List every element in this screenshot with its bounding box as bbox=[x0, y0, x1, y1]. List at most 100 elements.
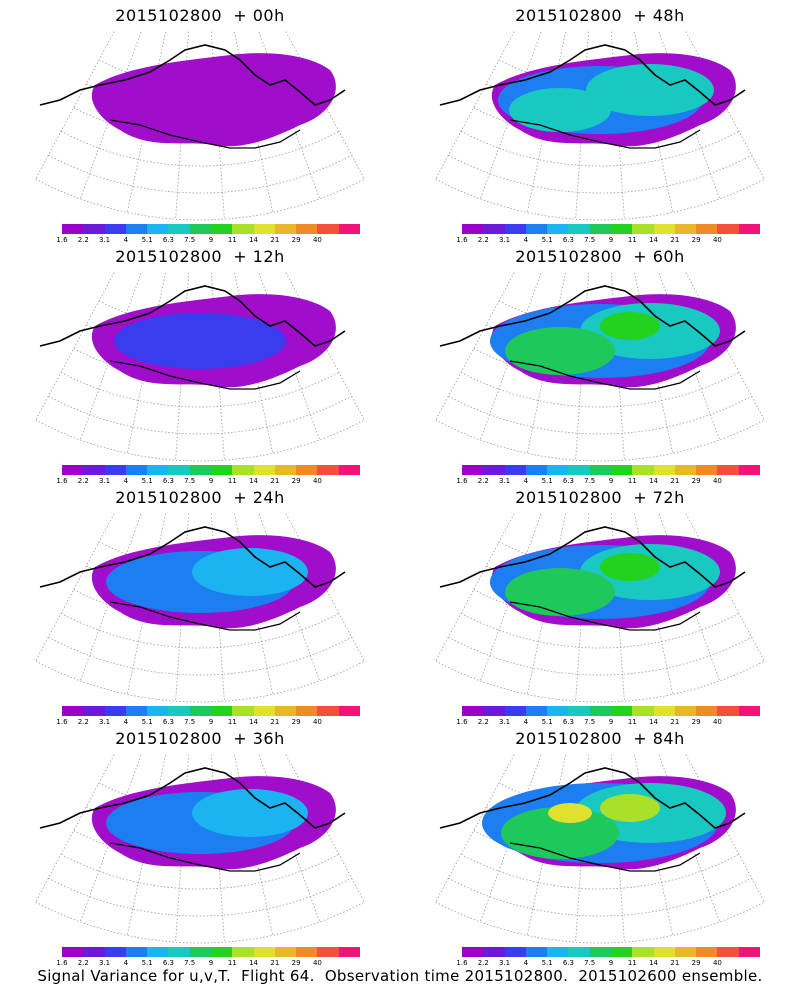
colorbar-swatch bbox=[589, 465, 611, 475]
panel-title: 2015102800 + 48h bbox=[515, 6, 685, 25]
coastline bbox=[109, 601, 301, 631]
colorbar-swatch bbox=[253, 706, 275, 716]
map-plot bbox=[435, 30, 765, 221]
colorbar-labels: 1.6 2.2 3.1 4 5.1 6.3 7.5 9 11 14 21 29 40 bbox=[56, 236, 360, 246]
colorbar-label: 5.1 bbox=[141, 477, 153, 485]
colorbar-label: 14 bbox=[249, 959, 259, 967]
colorbar-swatch bbox=[462, 947, 484, 957]
colorbar-label: 1.6 bbox=[456, 959, 468, 967]
coastline bbox=[39, 526, 346, 588]
colorbar-swatch bbox=[568, 947, 590, 957]
colorbar-label: 14 bbox=[249, 477, 259, 485]
colorbar-label: 2.2 bbox=[477, 477, 489, 485]
map-plot bbox=[435, 271, 765, 462]
panel-title: 2015102800 + 60h bbox=[515, 247, 685, 266]
colorbar-label: 3.1 bbox=[98, 718, 111, 726]
map-panel: 2015102800 + 60h 1.6 2.2 3.1 4 5.1 6.3 7.5 9 11 14… bbox=[400, 241, 800, 486]
colorbar-swatch bbox=[610, 465, 633, 475]
colorbar-swatch bbox=[696, 465, 718, 475]
colorbar-label: 7.5 bbox=[184, 236, 196, 244]
colorbar bbox=[462, 706, 760, 716]
colorbar-label: 40 bbox=[712, 959, 722, 967]
colorbar-swatch bbox=[653, 465, 675, 475]
colorbar-label: 11 bbox=[227, 477, 237, 485]
colorbar-labels: 1.6 2.2 3.1 4 5.1 6.3 7.5 9 11 14 21 29 40 bbox=[456, 477, 760, 487]
colorbar-label: 21 bbox=[670, 236, 680, 244]
colorbar-swatch bbox=[62, 465, 84, 475]
colorbar-label: 11 bbox=[227, 718, 237, 726]
colorbar-label: 14 bbox=[649, 236, 659, 244]
colorbar-swatch bbox=[168, 947, 190, 957]
colorbar-swatch bbox=[232, 706, 254, 716]
colorbar-label: 2.2 bbox=[77, 959, 89, 967]
coastline bbox=[439, 44, 746, 106]
colorbar-swatch bbox=[125, 947, 148, 957]
colorbar-swatch bbox=[210, 706, 233, 716]
colorbar-swatch bbox=[147, 947, 169, 957]
colorbar-label: 3.1 bbox=[498, 959, 511, 967]
colorbar bbox=[462, 947, 760, 957]
colorbar-label: 6.3 bbox=[162, 236, 174, 244]
map-plot bbox=[435, 753, 765, 944]
coastline bbox=[509, 360, 701, 390]
colorbar-swatch bbox=[168, 224, 190, 234]
colorbar-swatch bbox=[632, 947, 654, 957]
colorbar-swatch bbox=[125, 706, 148, 716]
colorbar-label: 6.3 bbox=[162, 718, 174, 726]
colorbar-label: 5.1 bbox=[541, 236, 553, 244]
colorbar-swatch bbox=[674, 224, 697, 234]
colorbar-label: 40 bbox=[312, 477, 322, 485]
colorbar-label: 9 bbox=[208, 236, 214, 244]
colorbar-label: 5.1 bbox=[141, 236, 153, 244]
colorbar-swatch bbox=[568, 706, 590, 716]
colorbar-swatch bbox=[168, 706, 190, 716]
colorbar-label: 9 bbox=[208, 718, 214, 726]
colorbar-swatch bbox=[296, 465, 318, 475]
coastline bbox=[439, 767, 746, 829]
variance-field bbox=[482, 776, 736, 870]
map-panel: 2015102800 + 00h 1.6 2.2 3.1 4 5.1 6.3 7.5 9 11 14… bbox=[0, 0, 400, 245]
colorbar-swatch bbox=[274, 224, 297, 234]
colorbar-label: 21 bbox=[670, 959, 680, 967]
colorbar-label: 9 bbox=[208, 959, 214, 967]
colorbar bbox=[462, 465, 760, 475]
colorbar-label: 11 bbox=[627, 959, 637, 967]
colorbar-label: 40 bbox=[712, 477, 722, 485]
colorbar-swatch bbox=[210, 224, 233, 234]
colorbar-swatch bbox=[632, 465, 654, 475]
map-panel: 2015102800 + 48h 1.6 2.2 3.1 4 5.1 6.3 7.5 9 11 14… bbox=[400, 0, 800, 245]
colorbar-label: 6.3 bbox=[162, 959, 174, 967]
colorbar-label: 2.2 bbox=[77, 236, 89, 244]
colorbar-label: 29 bbox=[691, 477, 701, 485]
colorbar-label: 21 bbox=[270, 718, 280, 726]
colorbar-label: 6.3 bbox=[562, 477, 574, 485]
colorbar-label: 14 bbox=[249, 236, 259, 244]
map-panel: 2015102800 + 84h 1.6 2.2 3.1 4 5.1 6.3 7.5 9 11 14… bbox=[400, 723, 800, 968]
colorbar-swatch bbox=[589, 224, 611, 234]
colorbar-swatch bbox=[296, 947, 318, 957]
colorbar-label: 1.6 bbox=[56, 477, 68, 485]
coastline bbox=[39, 44, 346, 106]
figure-caption: Signal Variance for u,v,T. Flight 64. Ob… bbox=[37, 967, 763, 985]
colorbar-label: 29 bbox=[291, 477, 301, 485]
colorbar-label: 1.6 bbox=[456, 718, 468, 726]
colorbar-label: 2.2 bbox=[77, 718, 89, 726]
colorbar-swatch bbox=[738, 465, 760, 475]
colorbar-swatch bbox=[738, 947, 760, 957]
coastline bbox=[39, 285, 346, 347]
colorbar-label: 7.5 bbox=[584, 477, 596, 485]
colorbar-swatch bbox=[274, 465, 297, 475]
colorbar-labels: 1.6 2.2 3.1 4 5.1 6.3 7.5 9 11 14 21 29 40 bbox=[56, 477, 360, 487]
colorbar-swatch bbox=[274, 947, 297, 957]
colorbar-label: 9 bbox=[208, 477, 214, 485]
colorbar-swatch bbox=[589, 947, 611, 957]
colorbar bbox=[462, 224, 760, 234]
colorbar-swatch bbox=[125, 224, 148, 234]
colorbar-swatch bbox=[317, 224, 339, 234]
map-plot bbox=[35, 30, 365, 221]
colorbar-swatch bbox=[568, 465, 590, 475]
colorbar-label: 4 bbox=[123, 477, 129, 485]
colorbar bbox=[62, 224, 360, 234]
colorbar-labels: 1.6 2.2 3.1 4 5.1 6.3 7.5 9 11 14 21 29 40 bbox=[56, 718, 360, 728]
colorbar-label: 29 bbox=[691, 236, 701, 244]
